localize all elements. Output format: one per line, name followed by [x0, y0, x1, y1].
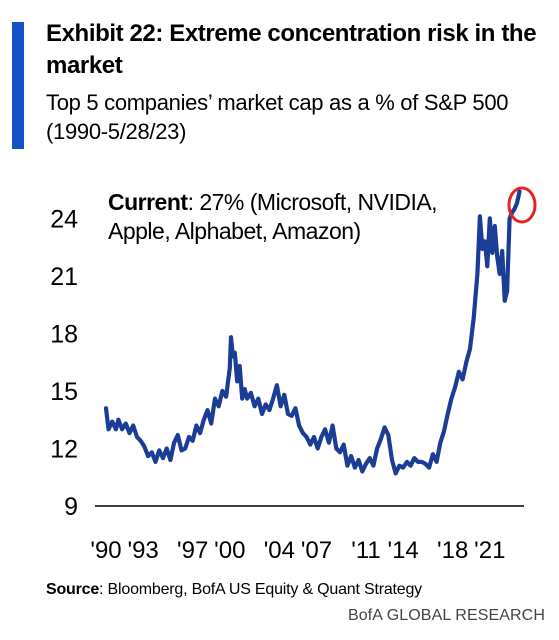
y-tick-label: 21 — [50, 263, 78, 291]
x-axis-ticks: '90 '93 '97'00 '04'07 '11 '14 '18'21 — [90, 537, 505, 564]
x-tick-label: '18 — [437, 537, 468, 564]
annotation-value: : 27% (Microsoft, NVIDIA, — [188, 189, 438, 215]
x-tick-label: '90 — [90, 537, 121, 564]
brand-footer: BofA GLOBAL RESEARCH — [348, 607, 545, 625]
x-tick-label: '21 — [474, 537, 505, 564]
x-tick-label: '93 — [128, 537, 159, 564]
x-tick-label: '11 — [351, 537, 381, 564]
y-axis-ticks: 9 12 15 18 21 24 — [50, 205, 78, 521]
y-tick-label: 12 — [50, 435, 78, 463]
x-tick-label: '00 — [214, 537, 245, 564]
annotation-text-line2: Apple, Alphabet, Amazon) — [108, 218, 361, 244]
x-tick-label: '07 — [301, 537, 332, 564]
line-chart: 9 12 15 18 21 24 '90 '93 '97'00 '04'07 '11 '14 '18 '… — [0, 0, 559, 575]
y-tick-label: 9 — [64, 493, 78, 521]
source-text: : Bloomberg, BofA US Equity & Quant Stra… — [99, 581, 422, 598]
annotation-bold-label: Current — [108, 189, 188, 215]
current-value-circle — [509, 188, 535, 222]
y-tick-label: 18 — [50, 320, 78, 348]
x-tick-label: '14 — [388, 537, 419, 564]
x-tick-label: '04 — [264, 537, 295, 564]
source-note: Source: Bloomberg, BofA US Equity & Quan… — [46, 581, 422, 599]
annotation-text-line1: Current: 27% (Microsoft, NVIDIA, — [108, 189, 437, 215]
x-tick-label: '97 — [177, 537, 208, 564]
y-tick-label: 24 — [50, 205, 78, 233]
source-label: Source — [46, 581, 99, 598]
y-tick-label: 15 — [50, 378, 78, 406]
